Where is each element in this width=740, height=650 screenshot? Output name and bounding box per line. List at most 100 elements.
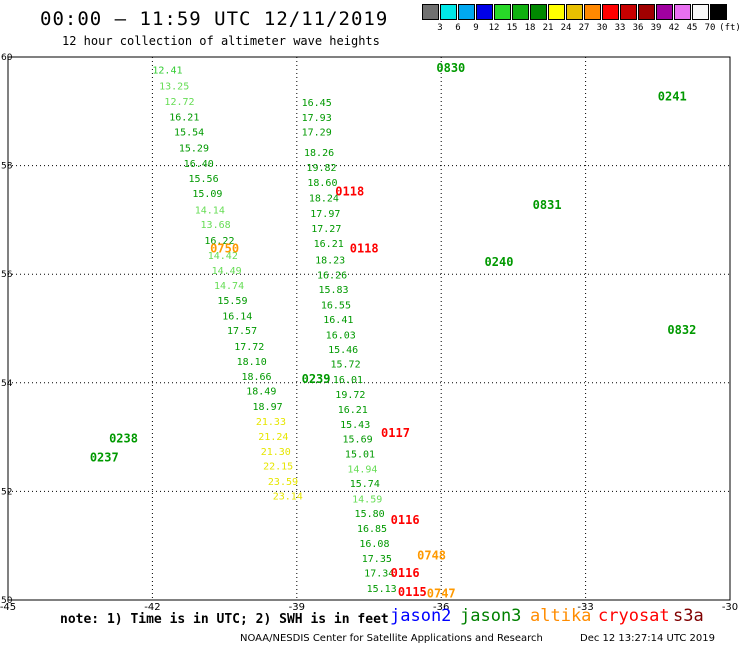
pass-time-label: 0237: [90, 451, 119, 465]
pass-time-label: 0117: [381, 426, 410, 440]
wave-height-value: 17.93: [302, 113, 332, 124]
color-scale-label: 6: [455, 23, 461, 33]
color-swatch: [584, 4, 601, 20]
wave-height-value: 14.14: [195, 205, 225, 216]
wave-height-value: 16.26: [317, 271, 347, 282]
footer-note: note: 1) Time is in UTC; 2) SWH is in fe…: [60, 612, 389, 627]
color-swatch: [602, 4, 619, 20]
wave-height-value: 21.33: [256, 417, 286, 428]
wave-height-value: 16.21: [314, 239, 344, 250]
wave-height-value: 15.54: [174, 128, 204, 139]
pass-time-label: 0239: [302, 372, 331, 386]
legend-jason3: jason3: [460, 606, 522, 626]
color-swatch: [476, 4, 493, 20]
wave-height-value: 18.60: [307, 178, 337, 189]
wave-height-value: 17.57: [227, 326, 257, 337]
wave-height-value: 14.49: [212, 266, 242, 277]
wave-height-value: 16.41: [323, 315, 353, 326]
color-scale-label: 27: [578, 23, 590, 33]
pass-time-label: 0238: [109, 432, 138, 446]
wave-height-value: 14.42: [208, 251, 238, 262]
wave-height-value: 16.55: [321, 300, 351, 311]
wave-height-value: 16.03: [326, 330, 356, 341]
wave-height-value: 13.68: [201, 220, 231, 231]
wave-height-value: 15.13: [367, 584, 397, 595]
wave-height-value: 23.59: [268, 477, 298, 488]
pass-time-label: 0832: [667, 323, 696, 337]
color-scale-label: 9: [473, 23, 479, 33]
wave-height-value: 15.29: [179, 143, 209, 154]
y-tick-label: 56: [1, 270, 13, 280]
wave-height-value: 15.43: [340, 420, 370, 431]
color-scale-label: 30: [596, 23, 608, 33]
color-swatch: [512, 4, 529, 20]
wave-height-value: 17.97: [310, 209, 340, 220]
wave-height-value: 15.01: [345, 450, 375, 461]
wave-height-value: 21.24: [258, 432, 288, 443]
wave-height-value: 16.22: [204, 236, 234, 247]
chart-title: 00:00 – 11:59 UTC 12/11/2019: [40, 8, 389, 30]
wave-height-value: 18.97: [253, 402, 283, 413]
wave-height-value: 15.09: [192, 189, 222, 200]
pass-time-label: 0240: [485, 255, 514, 269]
wave-height-value: 17.35: [362, 554, 392, 565]
x-tick-label: -39: [289, 602, 305, 613]
wave-height-value: 15.56: [189, 174, 219, 185]
wave-height-value: 13.25: [159, 82, 189, 93]
y-tick-label: 50: [1, 596, 13, 606]
wave-height-value: 16.01: [333, 375, 363, 386]
chart-subtitle: 12 hour collection of altimeter wave hei…: [62, 34, 380, 48]
pass-time-label: 0118: [350, 241, 379, 255]
color-swatch: [530, 4, 547, 20]
color-scale-label: 70: [704, 23, 716, 33]
wave-height-value: 22.15: [263, 462, 293, 473]
wave-height-value: 16.08: [359, 539, 389, 550]
wave-height-value: 15.46: [328, 345, 358, 356]
credit-line: NOAA/NESDIS Center for Satellite Applica…: [240, 633, 543, 644]
y-tick-label: 60: [1, 53, 13, 63]
x-tick-label: -33: [577, 602, 593, 613]
wave-height-value: 17.72: [234, 342, 264, 353]
pass-time-label: 0831: [533, 198, 562, 212]
x-tick-label: -30: [722, 602, 738, 613]
wave-height-value: 18.24: [309, 193, 339, 204]
wave-height-value: 18.26: [304, 148, 334, 159]
color-scale-label: 18: [524, 23, 536, 33]
color-scale-label: 36: [632, 23, 644, 33]
wave-height-value: 15.80: [355, 509, 385, 520]
wave-height-value: 12.41: [152, 65, 182, 76]
color-scale-label: 39: [650, 23, 662, 33]
x-tick-label: -36: [433, 602, 449, 613]
wave-height-value: 14.94: [347, 464, 377, 475]
color-scale-label: 3: [437, 23, 443, 33]
pass-time-label: 0748: [417, 548, 446, 562]
color-swatch: [458, 4, 475, 20]
wave-height-value: 18.49: [246, 387, 276, 398]
color-scale-unit: (ft): [719, 23, 740, 33]
color-swatch: [692, 4, 709, 20]
wave-height-value: 18.23: [315, 255, 345, 266]
wave-height-value: 16.85: [357, 524, 387, 535]
color-scale-label: 24: [560, 23, 572, 33]
wave-height-value: 15.74: [350, 479, 380, 490]
color-scale-label: 45: [686, 23, 698, 33]
wave-height-value: 18.10: [237, 357, 267, 368]
wave-height-value: 17.34: [364, 569, 394, 580]
y-tick-label: 52: [1, 487, 12, 497]
wave-height-value: 14.59: [352, 494, 382, 505]
x-tick-label: -45: [0, 602, 16, 613]
y-tick-label: 54: [1, 379, 13, 389]
pass-time-label: 0750: [210, 241, 239, 255]
color-scale-label: 42: [668, 23, 680, 33]
wave-height-value: 15.83: [318, 285, 348, 296]
color-swatch: [620, 4, 637, 20]
wave-height-value: 19.82: [306, 163, 336, 174]
color-swatch: [422, 4, 439, 20]
color-swatch: [710, 4, 727, 20]
wave-height-value: 23.14: [273, 492, 303, 503]
wave-height-value: 15.72: [330, 360, 360, 371]
color-scale-label: 33: [614, 23, 626, 33]
wave-height-value: 18.66: [241, 372, 271, 383]
pass-time-label: 0116: [391, 566, 420, 580]
